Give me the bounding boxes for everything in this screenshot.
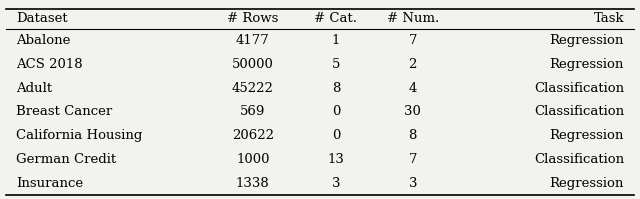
Text: 50000: 50000 <box>232 58 274 71</box>
Text: 3: 3 <box>408 177 417 190</box>
Text: 7: 7 <box>408 153 417 166</box>
Text: Regression: Regression <box>550 129 624 142</box>
Text: 0: 0 <box>332 129 340 142</box>
Text: 0: 0 <box>332 105 340 118</box>
Text: 5: 5 <box>332 58 340 71</box>
Text: 4: 4 <box>408 82 417 95</box>
Text: 8: 8 <box>408 129 417 142</box>
Text: Insurance: Insurance <box>16 177 83 190</box>
Text: Breast Cancer: Breast Cancer <box>16 105 112 118</box>
Text: # Rows: # Rows <box>227 12 278 25</box>
Text: Regression: Regression <box>550 58 624 71</box>
Text: Classification: Classification <box>534 82 624 95</box>
Text: 45222: 45222 <box>232 82 274 95</box>
Text: Classification: Classification <box>534 153 624 166</box>
Text: # Num.: # Num. <box>387 12 439 25</box>
Text: Adult: Adult <box>16 82 52 95</box>
Text: Task: Task <box>593 12 624 25</box>
Text: California Housing: California Housing <box>16 129 142 142</box>
Text: Regression: Regression <box>550 177 624 190</box>
Text: 2: 2 <box>408 58 417 71</box>
Text: Dataset: Dataset <box>16 12 68 25</box>
Text: 30: 30 <box>404 105 421 118</box>
Text: 569: 569 <box>240 105 266 118</box>
Text: 8: 8 <box>332 82 340 95</box>
Text: 13: 13 <box>328 153 344 166</box>
Text: 1000: 1000 <box>236 153 269 166</box>
Text: 4177: 4177 <box>236 34 269 47</box>
Text: # Cat.: # Cat. <box>314 12 358 25</box>
Text: Regression: Regression <box>550 34 624 47</box>
Text: 20622: 20622 <box>232 129 274 142</box>
Text: German Credit: German Credit <box>16 153 116 166</box>
Text: 1338: 1338 <box>236 177 269 190</box>
Text: 7: 7 <box>408 34 417 47</box>
Text: 3: 3 <box>332 177 340 190</box>
Text: Abalone: Abalone <box>16 34 70 47</box>
Text: Classification: Classification <box>534 105 624 118</box>
Text: ACS 2018: ACS 2018 <box>16 58 83 71</box>
Text: 1: 1 <box>332 34 340 47</box>
